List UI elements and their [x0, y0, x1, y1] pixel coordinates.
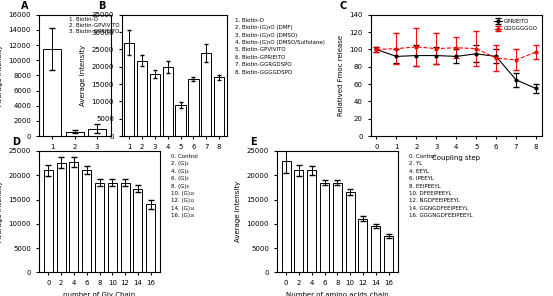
Bar	[150, 74, 160, 136]
Bar	[188, 79, 199, 136]
Bar	[358, 219, 367, 272]
Legend: GPRIEITO, GGGGGGGO: GPRIEITO, GGGGGGGO	[493, 17, 539, 33]
Text: 0. Control
2. (G)₂
4. (G)₄
6. (G)₆
8. (G)₈
10. (G)₁₀
12. (G)₁₂
14. (G)₁₄
16. (G): 0. Control 2. (G)₂ 4. (G)₄ 6. (G)₆ 8. (G…	[171, 154, 198, 218]
Bar	[346, 192, 354, 272]
Bar	[201, 53, 211, 136]
Bar	[371, 226, 380, 272]
Text: 0. Control
2. YL
4. EEYL
6. IPEEYL
8. EEIPEEYL
10. DFEEIPEEYL
12. NGDFEEIPEEYL
1: 0. Control 2. YL 4. EEYL 6. IPEEYL 8. EE…	[409, 154, 473, 218]
Bar	[95, 183, 104, 272]
X-axis label: Coupling step: Coupling step	[432, 155, 480, 161]
Bar	[44, 170, 53, 272]
Bar	[175, 105, 186, 136]
Bar	[88, 128, 106, 136]
Y-axis label: Average Intensity: Average Intensity	[80, 45, 86, 106]
Y-axis label: Average Intensity: Average Intensity	[0, 45, 3, 106]
Text: D: D	[12, 137, 20, 147]
Bar	[137, 61, 147, 136]
Text: B: B	[98, 1, 106, 11]
Y-axis label: Average Intensity: Average Intensity	[0, 181, 3, 242]
Text: 1. Biotin-O
2. Biotin-(G)₃O (DMF)
3. Biotin-(G)₃O (DMSO)
4. Biotin-(G)₃O (DMSO/S: 1. Biotin-O 2. Biotin-(G)₃O (DMF) 3. Bio…	[235, 18, 325, 75]
Bar	[133, 189, 143, 272]
Bar	[108, 183, 117, 272]
Bar	[163, 67, 173, 136]
X-axis label: Number of amino acids chain: Number of amino acids chain	[286, 292, 389, 296]
Text: E: E	[250, 137, 257, 147]
Bar	[124, 43, 134, 136]
Bar	[333, 183, 342, 272]
Bar	[121, 183, 129, 272]
Bar	[307, 170, 316, 272]
Bar	[214, 77, 224, 136]
Y-axis label: Average Intensity: Average Intensity	[235, 181, 241, 242]
Text: 1. Biotin-O
2. Biotin-GPVIVITO
3. Biotin-GPRIEITO: 1. Biotin-O 2. Biotin-GPVIVITO 3. Biotin…	[69, 17, 119, 34]
Bar	[82, 170, 91, 272]
Bar	[320, 183, 329, 272]
Bar	[56, 163, 66, 272]
Y-axis label: Relatived Fmoc release: Relatived Fmoc release	[338, 35, 344, 116]
Bar	[66, 132, 84, 136]
Bar	[384, 236, 393, 272]
Bar	[294, 170, 304, 272]
Bar	[147, 204, 155, 272]
Text: A: A	[20, 1, 28, 11]
X-axis label: number of Gly Chain: number of Gly Chain	[64, 292, 135, 296]
Bar	[43, 49, 61, 136]
Bar	[70, 162, 79, 272]
Bar	[281, 161, 290, 272]
Text: C: C	[340, 1, 347, 11]
